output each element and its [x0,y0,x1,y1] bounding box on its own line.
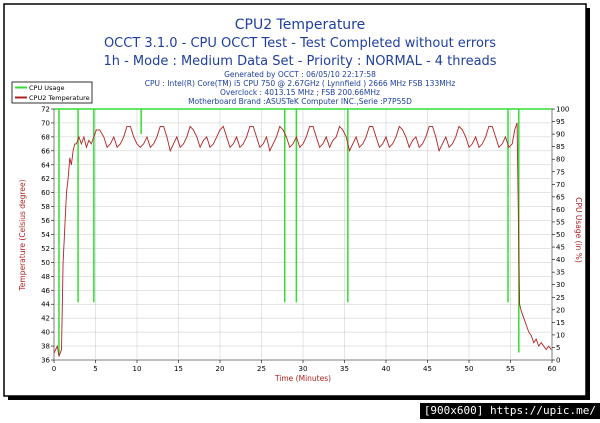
info-overclock: Overclock : 4013.15 MHz ; FSB 200.66MHz [220,88,380,97]
left-tick-label: 40 [41,329,50,337]
right-tick-label: 70 [556,181,565,189]
x-tick-label: 35 [340,365,349,373]
y-axis-right-label: CPU Usage (in %) [574,197,583,263]
left-tick-label: 60 [41,189,50,197]
outer-shadow-right [586,8,590,400]
right-tick-label: 10 [556,331,565,339]
x-tick-label: 15 [174,365,183,373]
right-tick-label: 80 [556,156,565,164]
x-tick-label: 40 [382,365,391,373]
legend-label-cpu-usage: CPU Usage [29,84,65,92]
left-tick-label: 54 [41,231,50,239]
left-tick-label: 52 [41,245,50,253]
x-tick-label: 45 [423,365,432,373]
chart-title: CPU2 Temperature [235,17,366,33]
right-tick-label: 25 [556,294,565,302]
right-tick-label: 20 [556,306,565,314]
x-tick-label: 25 [257,365,266,373]
right-tick-label: 55 [556,218,565,226]
x-tick-label: 20 [216,365,225,373]
left-tick-label: 56 [41,217,50,225]
left-tick-label: 44 [41,301,50,309]
left-tick-label: 42 [41,315,50,323]
info-cpu: CPU : Intel(R) Core(TM) i5 CPU 750 @ 2.6… [145,79,456,88]
left-tick-label: 38 [41,343,50,351]
image-host-stamp: [900x600] https://upic.me/ [419,403,600,419]
y-axis-left-label: Temperature (Celsius degree) [18,179,27,291]
left-tick-label: 46 [41,287,50,295]
x-axis-ticks: 0 5 10 15 20 25 30 35 40 45 50 55 60 [52,360,557,373]
left-axis-ticks: 36 38 40 42 44 46 48 50 52 54 56 58 60 62 64 66 68 70 72 [41,106,54,365]
legend-label-cpu2-temperature: CPU2 Temperature [29,94,90,102]
left-tick-label: 48 [41,273,50,281]
left-tick-label: 72 [41,106,50,114]
x-axis-label: Time (Minutes) [274,374,331,383]
right-tick-label: 35 [556,269,565,277]
legend: CPU Usage CPU2 Temperature [11,81,93,104]
right-tick-label: 100 [556,106,569,114]
right-tick-label: 90 [556,131,565,139]
info-motherboard: Motherboard Brand :ASUSTeK Computer INC.… [188,97,412,106]
right-tick-label: 0 [556,357,560,365]
legend-box [11,81,93,104]
cpu2-temperature-series [53,122,552,357]
right-tick-label: 95 [556,118,565,126]
left-tick-label: 68 [41,133,50,141]
right-tick-label: 45 [556,244,565,252]
x-tick-label: 5 [93,365,97,373]
chart-subtitle-1: OCCT 3.1.0 - CPU OCCT Test - Test Comple… [104,36,496,51]
x-tick-label: 60 [548,365,557,373]
cpu2-temperature-line [53,122,552,357]
left-tick-label: 62 [41,175,50,183]
x-tick-label: 30 [299,365,308,373]
right-tick-label: 15 [556,319,565,327]
cpu-usage-series [54,108,552,355]
left-tick-label: 36 [41,357,50,365]
x-tick-label: 10 [133,365,142,373]
x-tick-label: 0 [52,365,56,373]
chart-subtitle-2: 1h - Mode : Medium Data Set - Priority :… [103,54,496,69]
left-tick-label: 58 [41,203,50,211]
outer-shadow-bottom [8,396,590,400]
info-generated: Generated by OCCT : 06/05/10 22:17:58 [224,70,376,79]
x-tick-label: 50 [465,365,474,373]
left-tick-label: 64 [41,161,50,169]
right-tick-label: 40 [556,256,565,264]
left-tick-label: 66 [41,147,50,155]
right-tick-label: 65 [556,193,565,201]
x-tick-label: 55 [506,365,515,373]
right-tick-label: 50 [556,231,565,239]
right-tick-label: 5 [556,344,560,352]
right-axis-ticks: 0 5 10 15 20 25 30 35 40 45 50 55 60 65 70 75 80 85 90 95 10… [552,106,569,365]
right-tick-label: 75 [556,168,565,176]
right-tick-label: 60 [556,206,565,214]
right-tick-label: 85 [556,143,565,151]
right-tick-label: 30 [556,281,565,289]
left-tick-label: 70 [41,119,50,127]
left-tick-label: 50 [41,259,50,267]
